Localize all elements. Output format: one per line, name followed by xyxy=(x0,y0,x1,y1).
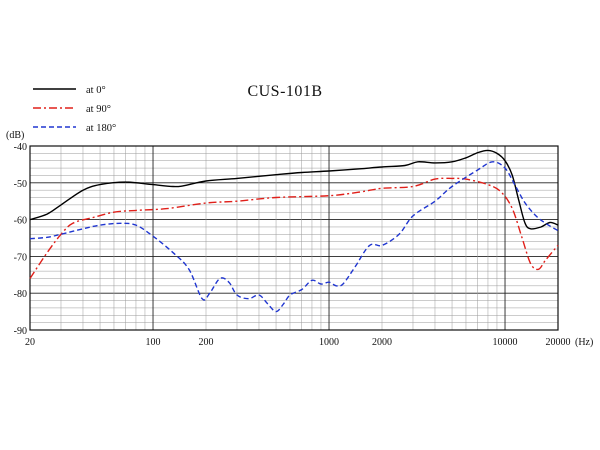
y-tick-label: -40 xyxy=(14,142,27,153)
y-tick-label: -70 xyxy=(14,252,27,263)
x-tick-label: 2000 xyxy=(372,337,392,348)
y-axis-label: (dB) xyxy=(6,130,24,141)
legend: at 0° at 90° at 180° xyxy=(33,85,116,134)
x-axis-label: (Hz) xyxy=(575,337,593,348)
chart-title: CUS-101B xyxy=(247,83,322,100)
x-tick-label: 200 xyxy=(199,337,214,348)
legend-label-1: at 90° xyxy=(86,104,111,115)
y-tick-label: -50 xyxy=(14,179,27,190)
series-line-2 xyxy=(29,161,559,313)
chart-grid xyxy=(29,145,559,331)
series-line-1 xyxy=(29,177,559,279)
series-layer xyxy=(29,149,559,313)
legend-label-0: at 0° xyxy=(86,85,106,96)
y-tick-label: -80 xyxy=(14,289,27,300)
series-line-0 xyxy=(29,149,559,230)
x-tick-label: 20000 xyxy=(546,337,571,348)
x-tick-label: 20 xyxy=(25,337,35,348)
x-tick-label: 1000 xyxy=(319,337,339,348)
y-tick-label: -60 xyxy=(14,216,27,227)
tick-labels: 20 100 200 1000 2000 10000 20000 -40 -50 -60 -70 -8… xyxy=(14,142,571,348)
y-tick-label: -90 xyxy=(14,326,27,337)
legend-label-2: at 180° xyxy=(86,123,116,134)
x-tick-label: 100 xyxy=(146,337,161,348)
x-tick-label: 10000 xyxy=(493,337,518,348)
